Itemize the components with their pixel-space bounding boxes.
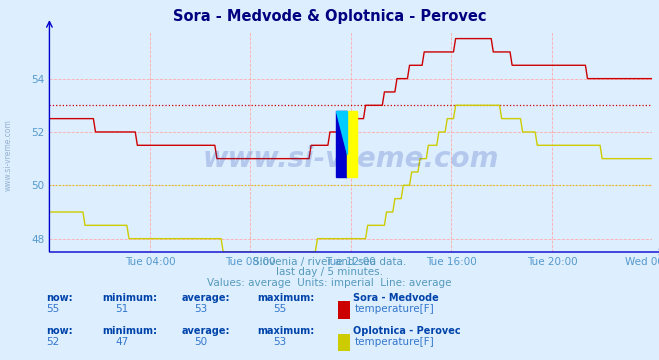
Text: average:: average: [181, 326, 230, 336]
Text: Sora - Medvode: Sora - Medvode [353, 293, 438, 303]
Text: temperature[F]: temperature[F] [355, 304, 434, 314]
Text: 53: 53 [273, 337, 287, 347]
Text: maximum:: maximum: [257, 326, 314, 336]
Text: 51: 51 [115, 304, 129, 314]
Text: 55: 55 [46, 304, 59, 314]
Text: temperature[F]: temperature[F] [355, 337, 434, 347]
Text: www.si-vreme.com: www.si-vreme.com [4, 119, 13, 191]
Text: 53: 53 [194, 304, 208, 314]
Bar [347, 111, 357, 177]
Text: now:: now: [46, 326, 72, 336]
Text: average:: average: [181, 293, 230, 303]
Text: Oplotnica - Perovec: Oplotnica - Perovec [353, 326, 460, 336]
Text: Sora - Medvode & Oplotnica - Perovec: Sora - Medvode & Oplotnica - Perovec [173, 9, 486, 24]
Text: 52: 52 [46, 337, 59, 347]
Text: 50: 50 [194, 337, 208, 347]
Text: minimum:: minimum: [102, 293, 157, 303]
Text: now:: now: [46, 293, 72, 303]
Bar [336, 111, 347, 177]
Text: maximum:: maximum: [257, 293, 314, 303]
Text: Slovenia / river and sea data.: Slovenia / river and sea data. [253, 257, 406, 267]
Text: 55: 55 [273, 304, 287, 314]
Text: 47: 47 [115, 337, 129, 347]
Text: www.si-vreme.com: www.si-vreme.com [203, 145, 499, 173]
Text: minimum:: minimum: [102, 326, 157, 336]
Text: Values: average  Units: imperial  Line: average: Values: average Units: imperial Line: av… [207, 278, 452, 288]
Polygon shape [336, 111, 347, 154]
Text: last day / 5 minutes.: last day / 5 minutes. [276, 267, 383, 278]
